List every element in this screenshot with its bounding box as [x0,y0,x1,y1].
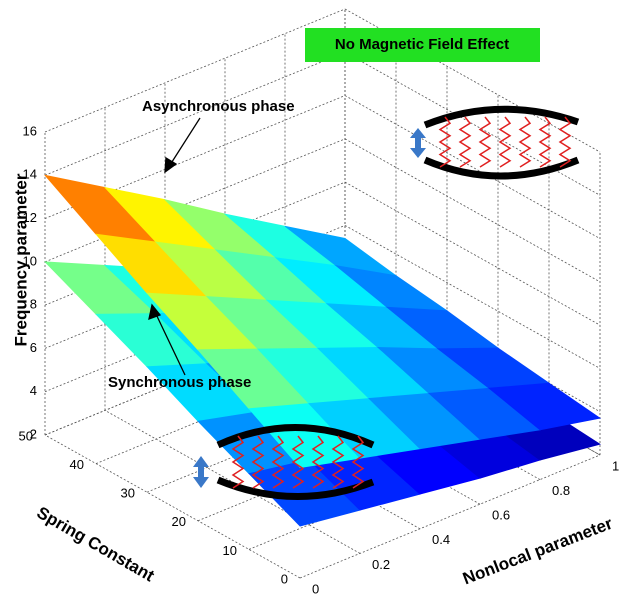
z-tick-label: 4 [30,383,37,398]
x-tick-label: 0.6 [492,508,510,523]
y-tick-label: 0 [281,571,288,586]
grid-line [44,434,301,579]
z-tick-label: 2 [30,426,37,441]
y-axis-label: Spring Constant [34,503,158,586]
spring [458,116,472,168]
spring [331,435,345,489]
y-tick-label: 40 [70,457,84,472]
y-tick-label: 50 [19,428,33,443]
spring [478,116,492,168]
arrow-head [148,303,162,321]
z-axis-label: Frequency parameter [11,173,30,346]
arrow-head [164,156,178,174]
arrow [169,117,201,166]
title-box [305,28,540,62]
grid-line [344,181,601,326]
double-arrow [193,128,426,488]
grid-line [344,225,601,369]
spring [251,435,265,489]
x-axis-label: Nonlocal parameter [460,514,615,589]
chart-title: No Magnetic Field Effect [335,36,509,53]
y-tick-label: 10 [223,543,237,558]
spring [311,435,325,489]
z-tick-label: 16 [23,123,37,138]
surface-patch [487,382,602,431]
x-tick-label: 0 [312,581,319,596]
z-tick-label: 14 [23,167,37,182]
annotation: Asynchronous phase [142,98,295,115]
y-tick-label: 30 [121,486,135,501]
x-tick-label: 0.8 [552,483,570,498]
x-tick-label: 1 [612,458,619,473]
spring [438,116,452,168]
labels: 2 4 6 8 10 12 14 16 0 10 20 30 40 50 0 0.2 0.4 0.6 0.8 1 [19,123,620,596]
y-tick-label: 20 [172,514,186,529]
grid-line [344,95,601,239]
grid-line [344,138,601,283]
z-tick-label: 6 [30,340,37,355]
spring [351,435,365,489]
spring [498,116,512,168]
annotation: Synchronous phase [108,374,251,391]
spring [291,435,305,489]
spring [518,116,532,168]
annotation-arrows [148,117,201,376]
z-tick-label: 10 [23,253,37,268]
spring [538,116,552,168]
z-tick-label: 12 [23,210,37,225]
beam [423,105,580,129]
surfaces [43,174,602,527]
grid-line [104,410,361,554]
x-tick-label: 0.4 [432,532,450,547]
x-tick-label: 0.2 [372,557,390,572]
spring [271,435,285,489]
spring [231,435,245,489]
spring [558,116,572,168]
arrow [154,311,186,376]
grid-line [344,51,601,196]
z-tick-label: 8 [30,297,37,312]
spring-insets [193,105,580,500]
beam [216,424,375,449]
